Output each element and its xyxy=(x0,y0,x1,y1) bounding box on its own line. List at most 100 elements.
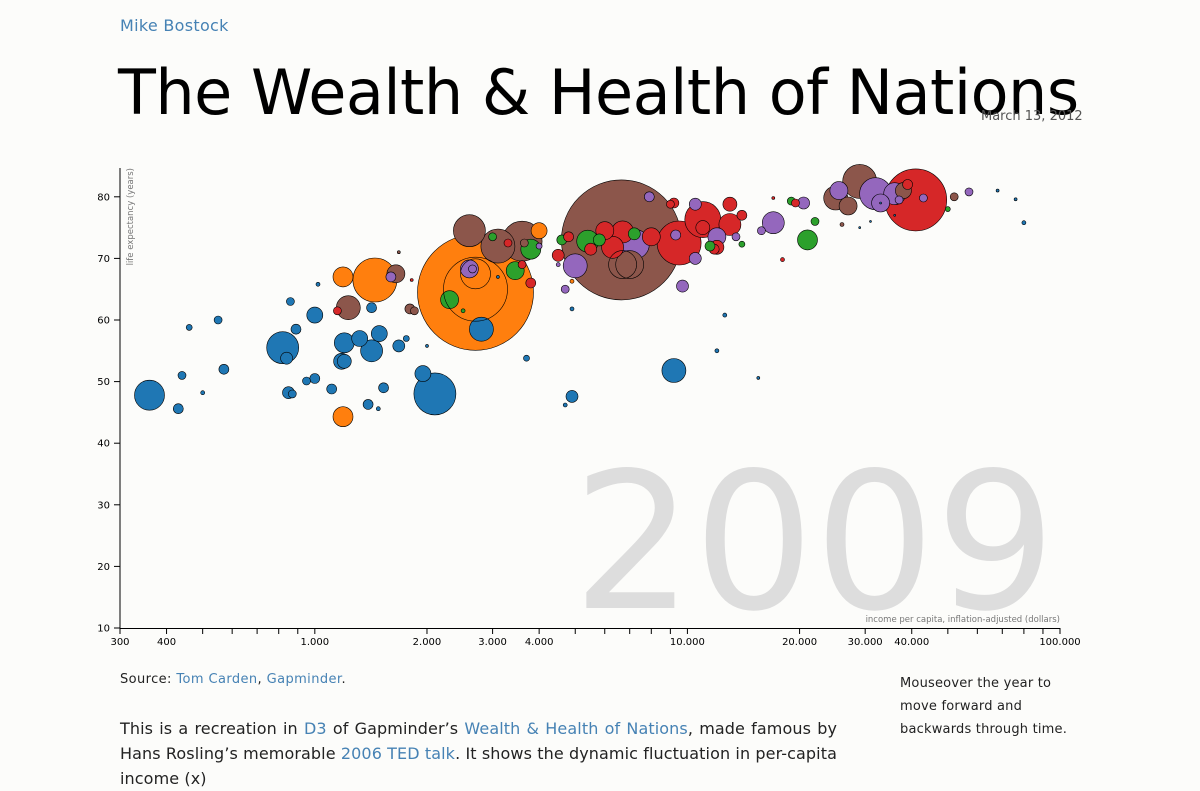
country-dot[interactable] xyxy=(503,238,513,248)
country-dot[interactable] xyxy=(949,192,959,202)
country-dot[interactable] xyxy=(333,332,355,354)
country-dot[interactable] xyxy=(290,323,302,335)
ted-talk-link[interactable]: 2006 TED talk xyxy=(340,744,456,763)
country-dot[interactable] xyxy=(722,312,728,318)
country-dot[interactable] xyxy=(306,306,324,324)
country-dot[interactable] xyxy=(315,281,321,287)
country-dot[interactable] xyxy=(525,277,537,289)
country-dot[interactable] xyxy=(771,196,776,200)
country-dot[interactable] xyxy=(757,226,766,235)
source-link-gapminder[interactable]: Gapminder xyxy=(266,672,342,687)
country-dot[interactable] xyxy=(964,187,974,197)
country-dot[interactable] xyxy=(569,306,575,312)
country-dot[interactable] xyxy=(714,348,720,354)
country-dot[interactable] xyxy=(302,376,311,386)
country-dot[interactable] xyxy=(1013,197,1018,202)
country-dot[interactable] xyxy=(336,353,352,369)
country-dot[interactable] xyxy=(333,306,342,316)
country-dot[interactable] xyxy=(688,252,702,265)
source-link-tom-carden[interactable]: Tom Carden xyxy=(176,672,258,687)
country-dot[interactable] xyxy=(569,278,575,284)
country-dot[interactable] xyxy=(944,206,951,212)
country-dot[interactable] xyxy=(761,211,785,234)
country-dot[interactable] xyxy=(378,382,389,394)
country-dot[interactable] xyxy=(670,229,682,241)
country-dot[interactable] xyxy=(332,406,354,428)
country-dot[interactable] xyxy=(736,210,748,221)
country-dot[interactable] xyxy=(839,222,845,227)
country-dot[interactable] xyxy=(562,253,588,279)
country-dot[interactable] xyxy=(565,390,579,403)
country-dot[interactable] xyxy=(902,179,913,190)
country-dot[interactable] xyxy=(173,403,184,415)
country-dot[interactable] xyxy=(797,229,818,251)
country-dot[interactable] xyxy=(469,316,494,342)
country-dot[interactable] xyxy=(440,290,459,310)
country-dot[interactable] xyxy=(453,214,486,247)
country-dot[interactable] xyxy=(402,335,410,342)
country-dot[interactable] xyxy=(562,402,568,408)
country-dot[interactable] xyxy=(425,344,429,348)
country-dot[interactable] xyxy=(641,227,661,247)
country-dot[interactable] xyxy=(280,351,293,365)
country-dot[interactable] xyxy=(791,198,800,208)
country-dot[interactable] xyxy=(563,231,574,243)
country-dot[interactable] xyxy=(643,191,655,203)
country-dot[interactable] xyxy=(488,232,497,242)
country-dot[interactable] xyxy=(177,371,187,380)
country-dot[interactable] xyxy=(523,354,530,362)
country-dot[interactable] xyxy=(392,339,406,353)
country-dot[interactable] xyxy=(718,213,742,236)
country-dot[interactable] xyxy=(780,257,785,262)
country-dot[interactable] xyxy=(213,315,223,325)
country-dot[interactable] xyxy=(1021,220,1027,225)
country-dot[interactable] xyxy=(584,242,598,256)
country-dot[interactable] xyxy=(869,220,872,223)
country-dot[interactable] xyxy=(858,226,862,229)
country-dot[interactable] xyxy=(134,379,165,411)
country-dot[interactable] xyxy=(756,376,761,380)
country-dot[interactable] xyxy=(661,358,687,383)
country-dot[interactable] xyxy=(519,238,529,248)
country-dot[interactable] xyxy=(615,250,645,279)
country-dot[interactable] xyxy=(375,406,381,412)
wealth-health-link[interactable]: Wealth & Health of Nations xyxy=(464,719,688,738)
country-dot[interactable] xyxy=(838,196,858,216)
country-dot[interactable] xyxy=(218,363,230,375)
country-dot[interactable] xyxy=(410,306,419,316)
country-dot[interactable] xyxy=(332,266,354,288)
country-dot[interactable] xyxy=(517,260,527,269)
country-dot[interactable] xyxy=(676,279,689,293)
country-dot[interactable] xyxy=(695,220,711,235)
country-dot[interactable] xyxy=(385,271,397,283)
d3-link[interactable]: D3 xyxy=(303,719,327,738)
author-link[interactable]: Mike Bostock xyxy=(120,16,229,35)
country-dot[interactable] xyxy=(286,297,295,306)
country-dot[interactable] xyxy=(362,399,374,410)
country-dot[interactable] xyxy=(496,275,500,279)
country-dot[interactable] xyxy=(919,193,928,203)
country-dot[interactable] xyxy=(200,390,205,396)
country-dot[interactable] xyxy=(326,383,338,395)
country-dot[interactable] xyxy=(555,262,561,267)
country-dot[interactable] xyxy=(468,264,477,274)
country-dot[interactable] xyxy=(601,236,624,259)
country-dot[interactable] xyxy=(666,199,675,209)
country-dot[interactable] xyxy=(396,250,401,254)
country-dot[interactable] xyxy=(366,302,377,314)
country-dot[interactable] xyxy=(731,232,741,242)
country-dot[interactable] xyxy=(704,240,716,252)
country-dot[interactable] xyxy=(287,389,297,399)
country-dot[interactable] xyxy=(995,188,1000,193)
country-dot[interactable] xyxy=(879,201,882,205)
country-dot[interactable] xyxy=(370,325,388,342)
country-dot[interactable] xyxy=(738,240,746,248)
country-dot[interactable] xyxy=(688,197,702,211)
country-dot[interactable] xyxy=(414,365,432,382)
country-dot[interactable] xyxy=(722,196,738,212)
country-dot[interactable] xyxy=(409,278,414,282)
country-dot[interactable] xyxy=(829,181,849,200)
country-dot[interactable] xyxy=(460,308,466,314)
country-dot[interactable] xyxy=(360,339,383,363)
country-dot[interactable] xyxy=(413,372,457,416)
